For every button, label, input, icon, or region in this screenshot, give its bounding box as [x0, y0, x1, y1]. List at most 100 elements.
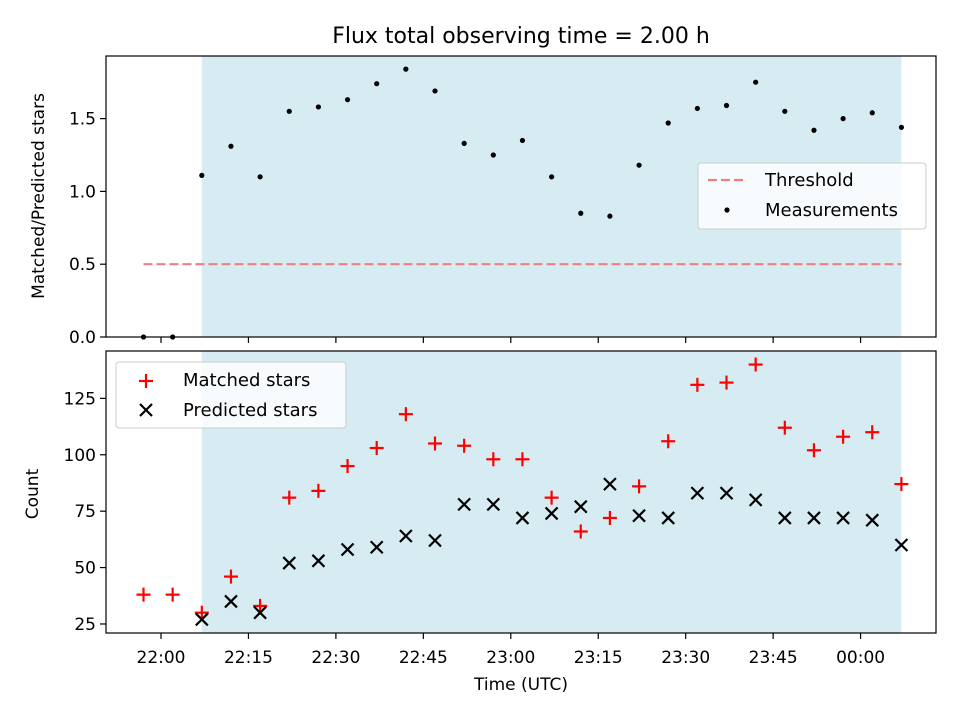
legend-predicted-swatch [139, 403, 153, 417]
matched-star-point [311, 483, 326, 498]
top-legend: Threshold Measurements [697, 162, 927, 230]
matched-star-point [515, 452, 530, 467]
measurement-point [898, 124, 905, 130]
predicted-star-point [778, 511, 792, 525]
bottom-xtick-label: 23:15 [574, 648, 623, 668]
predicted-star-point [399, 529, 413, 543]
bottom-xtick-label: 22:45 [399, 648, 448, 668]
predicted-star-point [661, 511, 675, 525]
legend-threshold-label: Threshold [764, 170, 854, 191]
predicted-star-point [253, 605, 267, 620]
matched-star-point [194, 605, 209, 620]
top-panel: 0.0 0.5 1.0 1.5 Matched/Predicted stars Thr… [29, 55, 937, 348]
measurement-point [869, 110, 875, 116]
matched-star-point [398, 407, 413, 422]
measurement-point [228, 143, 234, 149]
measurement-point [840, 116, 846, 122]
matched-star-point [690, 377, 705, 392]
predicted-star-point [836, 511, 850, 525]
measurement-point [665, 120, 671, 126]
measurement-point [578, 210, 584, 216]
measurement-point [461, 140, 467, 146]
measurement-point [549, 174, 555, 180]
measurement-point [344, 97, 351, 103]
bottom-xtick-label: 23:30 [661, 648, 710, 668]
measurement-point [257, 174, 263, 180]
measurement-point [490, 152, 496, 158]
predicted-star-point [807, 511, 821, 525]
bottom-ytick-label: 100 [64, 446, 96, 466]
bottom-xtick-label: 23:00 [486, 648, 535, 668]
matched-star-point [632, 479, 647, 494]
matched-star-point [369, 441, 384, 456]
matched-star-point [282, 490, 297, 505]
measurement-point [753, 79, 759, 85]
matched-star-point [457, 438, 472, 453]
measurement-point [636, 162, 642, 168]
measurement-point [432, 88, 438, 94]
bottom-panel: 25 50 75 100 125 22:00 22:15 22:30 22:45 23:00 23:… [23, 350, 937, 695]
predicted-star-point [340, 542, 355, 557]
predicted-star-point [748, 493, 763, 507]
top-ytick-label: 0.5 [69, 255, 96, 275]
matched-star-point [165, 587, 180, 602]
legend-measurements-label: Measurements [765, 200, 898, 221]
measurement-point [811, 127, 817, 133]
measurement-point [607, 213, 613, 219]
matched-star-point [544, 490, 559, 505]
measurement-point [694, 105, 700, 112]
measurement-point [403, 66, 409, 72]
matched-star-point [223, 569, 238, 584]
measurement-point [723, 102, 730, 109]
predicted-star-point [603, 477, 617, 491]
legend-matched-swatch [139, 374, 153, 388]
bottom-xtick-label: 22:30 [311, 648, 360, 668]
bottom-ylabel: Count [23, 468, 43, 519]
bottom-xtick-label: 22:00 [137, 648, 186, 668]
predicted-star-point [865, 513, 880, 527]
matched-star-point [748, 357, 763, 372]
predicted-star-point [544, 506, 559, 521]
matched-star-point [253, 598, 268, 613]
legend-matched-label: Matched stars [183, 370, 310, 391]
predicted-star-point [573, 499, 588, 514]
predicted-star-point [282, 556, 297, 570]
bottom-xlabel: Time (UTC) [473, 675, 568, 695]
predicted-star-point [515, 511, 530, 525]
matched-star-point [486, 452, 501, 467]
legend-predicted-label: Predicted stars [183, 400, 317, 421]
bottom-xtick-label: 23:45 [749, 648, 798, 668]
predicted-star-point [369, 540, 384, 555]
bottom-xtick-label: 22:15 [224, 648, 273, 668]
predicted-star-point [719, 486, 734, 500]
bottom-legend: Matched stars Predicted stars [115, 361, 347, 429]
matched-star-point [661, 434, 676, 449]
measurement-point [374, 81, 380, 87]
matched-star-point [136, 587, 151, 602]
matched-star-point [602, 510, 617, 525]
top-frame [105, 55, 937, 338]
bottom-ytick-label: 50 [74, 559, 96, 579]
matched-star-point [340, 459, 355, 474]
matched-star-point [894, 477, 909, 492]
bottom-ytick-label: 125 [64, 389, 96, 409]
predicted-star-point [224, 594, 238, 609]
top-ytick-label: 1.5 [69, 110, 96, 130]
predicted-star-point [486, 497, 501, 512]
measurement-point [519, 137, 526, 144]
measurement-point [782, 108, 788, 114]
predicted-star-point [428, 533, 442, 548]
bottom-ytick-label: 25 [74, 615, 96, 635]
matched-star-point [777, 420, 792, 435]
predicted-star-point [894, 538, 909, 552]
bottom-frame [105, 350, 937, 634]
matched-star-point [836, 429, 851, 444]
predicted-star-point [457, 497, 471, 512]
top-ylabel: Matched/Predicted stars [29, 93, 49, 299]
predicted-star-point [195, 612, 209, 627]
bottom-xtick-label: 00:00 [836, 648, 885, 668]
bottom-ytick-label: 75 [74, 502, 96, 522]
predicted-star-point [311, 554, 326, 568]
matched-star-point [719, 375, 734, 390]
